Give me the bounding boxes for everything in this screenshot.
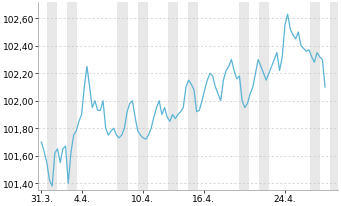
Bar — [168, 3, 178, 190]
Bar — [117, 3, 128, 190]
Bar — [47, 3, 57, 190]
Bar — [310, 3, 320, 190]
Bar — [188, 3, 198, 190]
Bar — [259, 3, 269, 190]
Bar — [67, 3, 77, 190]
Bar — [330, 3, 338, 190]
Bar — [239, 3, 249, 190]
Bar — [138, 3, 148, 190]
